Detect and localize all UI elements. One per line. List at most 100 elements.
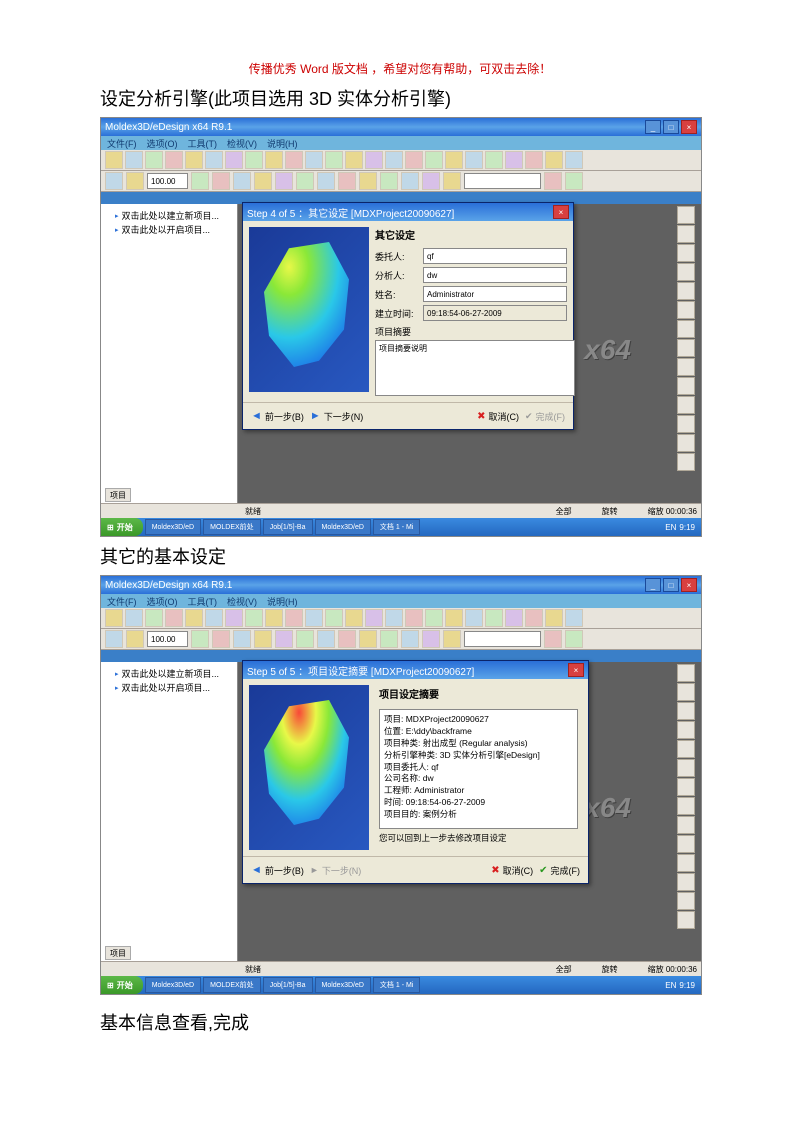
textarea-summary[interactable]: 项目摘要说明 [375,340,575,396]
close-button[interactable]: × [681,120,697,134]
task-item[interactable]: Moldex3D/eD [315,519,371,535]
view-tool-icon[interactable] [677,415,695,433]
view-tool-icon[interactable] [677,740,695,758]
tool-icon[interactable] [245,609,263,627]
tool-icon[interactable] [345,151,363,169]
view-tool-icon[interactable] [677,339,695,357]
zoom-combo[interactable]: 100.00 [147,631,188,647]
tool-icon[interactable] [191,172,209,190]
tool-icon[interactable] [165,151,183,169]
cancel-button[interactable]: ✖取消(C) [491,864,533,877]
tool-icon[interactable] [125,151,143,169]
menu-option[interactable]: 选项(O) [147,595,178,608]
tool-icon[interactable] [565,151,583,169]
task-item[interactable]: Moldex3D/eD [315,977,371,993]
combo-2[interactable] [464,173,541,189]
input-client[interactable]: qf [423,248,567,264]
task-item[interactable]: Job[1/5]-Ba [263,519,313,535]
tool-icon[interactable] [338,172,356,190]
cancel-button[interactable]: ✖取消(C) [477,410,519,423]
menu-option[interactable]: 选项(O) [147,137,178,150]
tool-icon[interactable] [365,609,383,627]
tool-icon[interactable] [265,151,283,169]
maximize-button[interactable]: □ [663,120,679,134]
tool-icon[interactable] [225,609,243,627]
tool-icon[interactable] [245,151,263,169]
tool-icon[interactable] [565,172,583,190]
combo-2[interactable] [464,631,541,647]
tool-icon[interactable] [405,151,423,169]
bottom-tab[interactable]: 项目 [105,488,131,502]
tool-icon[interactable] [105,172,123,190]
tool-icon[interactable] [505,151,523,169]
tool-icon[interactable] [345,609,363,627]
tool-icon[interactable] [422,172,440,190]
view-tool-icon[interactable] [677,873,695,891]
tool-icon[interactable] [126,630,144,648]
tool-icon[interactable] [385,609,403,627]
view-tool-icon[interactable] [677,434,695,452]
input-analyst[interactable]: dw [423,267,567,283]
next-button[interactable]: ►下一步(N) [310,410,363,423]
view-tool-icon[interactable] [677,301,695,319]
tool-icon[interactable] [325,609,343,627]
tool-icon[interactable] [422,630,440,648]
bottom-tab[interactable]: 项目 [105,946,131,960]
view-tool-icon[interactable] [677,225,695,243]
menu-file[interactable]: 文件(F) [107,137,137,150]
task-item[interactable]: Job[1/5]-Ba [263,977,313,993]
view-tool-icon[interactable] [677,358,695,376]
tool-icon[interactable] [401,172,419,190]
tool-icon[interactable] [465,609,483,627]
tool-icon[interactable] [205,151,223,169]
tool-icon[interactable] [205,609,223,627]
tool-icon[interactable] [105,609,123,627]
tool-icon[interactable] [485,609,503,627]
tool-icon[interactable] [191,630,209,648]
tree-open-project[interactable]: 双击此处以开启项目... [115,681,233,694]
tool-icon[interactable] [443,172,461,190]
maximize-button[interactable]: □ [663,578,679,592]
tool-icon[interactable] [265,609,283,627]
tool-icon[interactable] [465,151,483,169]
menu-help[interactable]: 说明(H) [267,137,298,150]
tool-icon[interactable] [185,151,203,169]
view-tool-icon[interactable] [677,377,695,395]
tool-icon[interactable] [325,151,343,169]
view-tool-icon[interactable] [677,854,695,872]
tool-icon[interactable] [525,151,543,169]
tool-icon[interactable] [285,151,303,169]
view-tool-icon[interactable] [677,835,695,853]
menu-file[interactable]: 文件(F) [107,595,137,608]
view-tool-icon[interactable] [677,453,695,471]
dialog-close-button[interactable]: × [553,205,569,219]
task-item[interactable]: MOLDEX前处 [203,519,261,535]
tool-icon[interactable] [185,609,203,627]
view-tool-icon[interactable] [677,911,695,929]
view-tool-icon[interactable] [677,702,695,720]
tool-icon[interactable] [233,172,251,190]
task-item[interactable]: MOLDEX前处 [203,977,261,993]
menu-view[interactable]: 检视(V) [227,595,257,608]
task-item[interactable]: 文档 1 - Mi [373,519,420,535]
minimize-button[interactable]: _ [645,578,661,592]
tool-icon[interactable] [296,630,314,648]
tool-icon[interactable] [385,151,403,169]
prev-button[interactable]: ◄前一步(B) [251,864,304,877]
tool-icon[interactable] [212,172,230,190]
tool-icon[interactable] [405,609,423,627]
view-tool-icon[interactable] [677,797,695,815]
tree-new-project[interactable]: 双击此处以建立新项目... [115,667,233,680]
tool-icon[interactable] [317,630,335,648]
view-tool-icon[interactable] [677,759,695,777]
menu-help[interactable]: 说明(H) [267,595,298,608]
tool-icon[interactable] [425,151,443,169]
view-tool-icon[interactable] [677,320,695,338]
view-tool-icon[interactable] [677,778,695,796]
tool-icon[interactable] [505,609,523,627]
tool-icon[interactable] [545,151,563,169]
tool-icon[interactable] [545,609,563,627]
tool-icon[interactable] [338,630,356,648]
tool-icon[interactable] [485,151,503,169]
tool-icon[interactable] [296,172,314,190]
